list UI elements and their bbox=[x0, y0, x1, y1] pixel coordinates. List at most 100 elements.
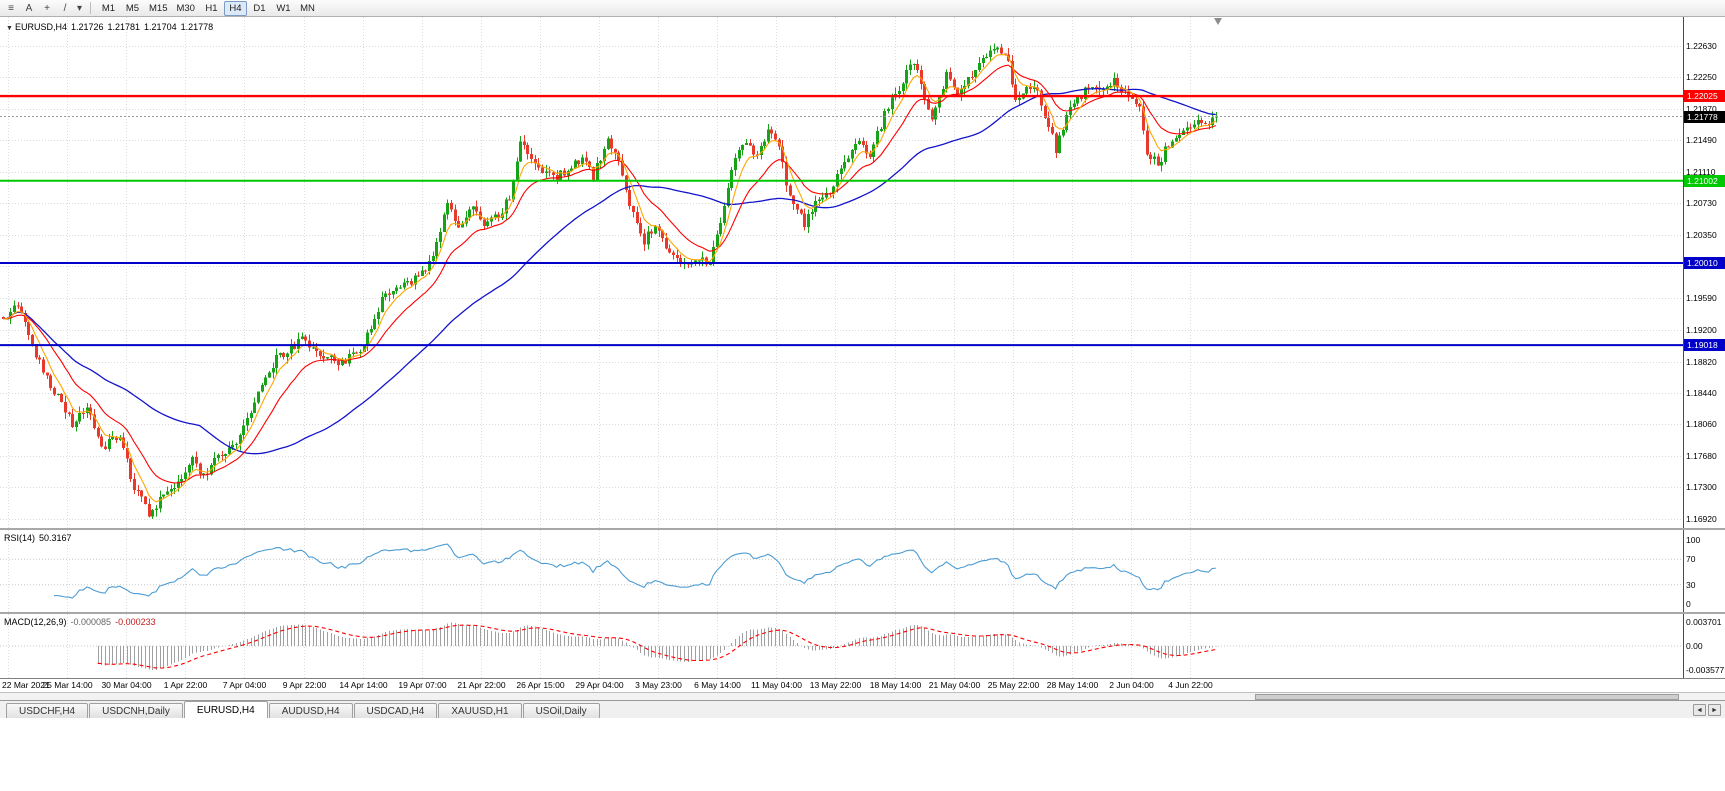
time-axis-label: 22 Mar 2021 bbox=[2, 680, 50, 690]
rsi-name: RSI(14) bbox=[4, 533, 36, 543]
tab-audusd-h4[interactable]: AUDUSD,H4 bbox=[268, 703, 353, 718]
price-axis-label: 1.17300 bbox=[1686, 482, 1717, 493]
chart-high-value: 1.21781 bbox=[107, 22, 141, 32]
time-axis-label: 1 Apr 22:00 bbox=[163, 680, 208, 690]
charts-grid-icon[interactable]: ≡ bbox=[8, 2, 14, 14]
time-axis-label: 30 Mar 04:00 bbox=[101, 680, 152, 690]
macd-signal-value: -0.000233 bbox=[115, 617, 156, 627]
rsi-pane bbox=[0, 543, 1683, 599]
time-axis-label: 25 Mar 14:00 bbox=[42, 680, 93, 690]
ma-slow-line bbox=[2, 88, 1216, 455]
price-axis-label: 1.21110 bbox=[1686, 166, 1716, 177]
price-axis-label: 1.16920 bbox=[1686, 513, 1717, 524]
level-price-tag: 1.19018 bbox=[1684, 339, 1725, 352]
macd-signal-line bbox=[97, 624, 1216, 669]
timeframe-button-h1[interactable]: H1 bbox=[205, 2, 218, 14]
pane-separator-rsi-macd[interactable] bbox=[0, 612, 1725, 614]
time-axis-label: 18 May 14:00 bbox=[869, 680, 922, 690]
timeframe-button-m15[interactable]: M15 bbox=[149, 2, 168, 14]
timeframe-button-m1[interactable]: M1 bbox=[101, 2, 116, 14]
draw-tools-dropdown-icon[interactable]: ▾ bbox=[76, 2, 83, 14]
rsi-line bbox=[53, 543, 1216, 599]
ma-fast-line bbox=[2, 54, 1217, 503]
chart-window: ▼ EURUSD,H4 1.21726 1.21781 1.21704 1.21778 R… bbox=[0, 0, 1725, 679]
trendline-tool-icon[interactable]: / bbox=[63, 2, 67, 14]
crosshair-icon[interactable]: + bbox=[44, 2, 50, 14]
price-axis-label: 1.20350 bbox=[1686, 229, 1717, 240]
time-axis-border bbox=[0, 678, 1725, 679]
rsi-axis-label: 30 bbox=[1686, 579, 1696, 590]
chart-tabs-bar: USDCHF,H4 USDCNH,Daily EURUSD,H4 AUDUSD,H4 U… bbox=[0, 700, 1725, 718]
time-axis-label: 25 May 22:00 bbox=[987, 680, 1040, 690]
price-axis-label: 1.22250 bbox=[1686, 72, 1717, 83]
pane-separator-main-rsi[interactable] bbox=[0, 528, 1725, 530]
tab-scroll-left-button[interactable]: ◄ bbox=[1693, 704, 1706, 716]
macd-name: MACD(12,26,9) bbox=[4, 617, 67, 627]
tab-scroll-right-button[interactable]: ► bbox=[1708, 704, 1721, 716]
tab-xauusd-h1[interactable]: XAUUSD,H1 bbox=[438, 703, 522, 718]
price-axis-label: 1.21490 bbox=[1686, 135, 1717, 146]
macd-axis-label: -0.003577 bbox=[1686, 665, 1725, 675]
time-axis-label: 29 Apr 04:00 bbox=[575, 680, 624, 690]
level-price-tag: 1.21002 bbox=[1684, 174, 1725, 187]
timeframe-button-group: M1 M5 M15 M30 H1 H4 D1 W1 MN bbox=[97, 0, 319, 16]
chart-ohlc-label: ▼ EURUSD,H4 1.21726 1.21781 1.21704 1.21778 bbox=[6, 22, 217, 32]
macd-indicator-label: MACD(12,26,9) -0.000085 -0.000233 bbox=[4, 617, 160, 627]
rsi-axis-label: 0 bbox=[1686, 599, 1691, 609]
level-price-tag: 1.20010 bbox=[1684, 256, 1725, 269]
chart-tabs: USDCHF,H4 USDCNH,Daily EURUSD,H4 AUDUSD,H4 U… bbox=[6, 701, 601, 718]
price-axis-label: 1.17680 bbox=[1686, 450, 1717, 461]
macd-histogram bbox=[98, 622, 1217, 670]
text-tool-icon[interactable]: A bbox=[25, 2, 33, 14]
current-price-tag: 1.21778 bbox=[1684, 110, 1725, 123]
chart-scrollbar[interactable] bbox=[0, 692, 1725, 700]
scrollbar-thumb[interactable] bbox=[1255, 694, 1679, 700]
chart-canvas[interactable] bbox=[0, 0, 1683, 678]
toolbar-separator bbox=[90, 2, 91, 14]
chart-symbol-label: EURUSD,H4 bbox=[14, 22, 67, 32]
chart-marker-icon: ▼ bbox=[6, 25, 13, 32]
time-axis-label: 21 May 04:00 bbox=[928, 680, 981, 690]
time-axis-label: 14 Apr 14:00 bbox=[339, 680, 388, 690]
timeframe-button-m5[interactable]: M5 bbox=[125, 2, 140, 14]
tab-usdchf-h4[interactable]: USDCHF,H4 bbox=[6, 703, 89, 718]
main-toolbar: ≡ A + / ▾ M1 M5 M15 M30 H1 H4 D1 W1 MN bbox=[0, 0, 1725, 17]
timeframe-button-mn[interactable]: MN bbox=[300, 2, 315, 14]
macd-pane bbox=[0, 622, 1683, 670]
chart-open-value: 1.21726 bbox=[70, 22, 104, 32]
macd-axis-label: 0.00 bbox=[1686, 641, 1703, 651]
time-axis-label: 3 May 23:00 bbox=[635, 680, 682, 690]
chart-shift-marker-icon[interactable] bbox=[1214, 18, 1222, 25]
chart-low-value: 1.21704 bbox=[144, 22, 177, 32]
tab-usdcnh-daily[interactable]: USDCNH,Daily bbox=[89, 703, 183, 718]
price-axis-label: 1.18820 bbox=[1686, 356, 1717, 367]
price-axis-label: 1.19590 bbox=[1686, 292, 1717, 303]
price-axis-label: 1.21870 bbox=[1686, 103, 1717, 114]
macd-axis-label: 0.003701 bbox=[1686, 617, 1722, 627]
timeframe-button-d1[interactable]: D1 bbox=[253, 2, 266, 14]
timeframe-button-m30[interactable]: M30 bbox=[176, 2, 195, 14]
price-axis-border bbox=[1683, 17, 1684, 678]
time-axis-label: 21 Apr 22:00 bbox=[457, 680, 506, 690]
tab-usoil-daily[interactable]: USOil,Daily bbox=[522, 703, 600, 718]
rsi-axis-label: 100 bbox=[1686, 535, 1701, 545]
price-axis-label: 1.20730 bbox=[1686, 198, 1717, 209]
time-axis-label: 11 May 04:00 bbox=[751, 680, 802, 690]
timeframe-button-w1[interactable]: W1 bbox=[276, 2, 291, 14]
time-axis-label: 9 Apr 22:00 bbox=[282, 680, 327, 690]
time-axis-label: 6 May 14:00 bbox=[694, 680, 741, 690]
rsi-indicator-label: RSI(14) 50.3167 bbox=[4, 533, 76, 543]
level-price-tag: 1.22025 bbox=[1684, 90, 1725, 103]
time-axis-label: 13 May 22:00 bbox=[809, 680, 862, 690]
tab-eurusd-h4[interactable]: EURUSD,H4 bbox=[183, 701, 268, 718]
grid bbox=[0, 17, 1683, 678]
time-axis-label: 2 Jun 04:00 bbox=[1109, 680, 1154, 690]
tab-usdcad-h4[interactable]: USDCAD,H4 bbox=[353, 703, 438, 718]
rsi-axis-label: 70 bbox=[1686, 554, 1696, 565]
time-axis-label: 7 Apr 04:00 bbox=[222, 680, 267, 690]
time-axis-label: 26 Apr 15:00 bbox=[516, 680, 565, 690]
timeframe-button-h4[interactable]: H4 bbox=[223, 0, 247, 16]
chart-close-value: 1.21778 bbox=[180, 22, 214, 32]
price-axis-label: 1.18440 bbox=[1686, 388, 1717, 398]
